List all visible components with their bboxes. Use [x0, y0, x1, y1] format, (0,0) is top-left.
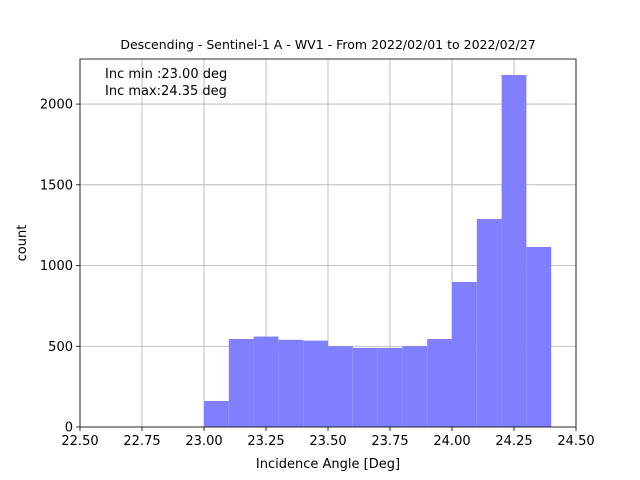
bar: [402, 346, 428, 427]
bar: [253, 336, 279, 427]
y-tick-label: 0: [65, 421, 73, 436]
x-tick-label: 23.50: [309, 434, 346, 449]
bar: [278, 339, 304, 427]
bar: [476, 219, 502, 427]
annotation: Inc min :23.00 deg: [105, 67, 227, 82]
x-tick-label: 24.50: [557, 434, 594, 449]
annotation: Inc max:24.35 deg: [105, 84, 227, 99]
y-tick-label: 2000: [40, 98, 73, 113]
bar: [377, 347, 403, 427]
x-tick-label: 23.75: [371, 434, 408, 449]
x-axis-label: Incidence Angle [Deg]: [256, 457, 400, 472]
x-tick-label: 23.25: [247, 434, 284, 449]
bar: [303, 340, 328, 427]
bars: [204, 74, 552, 427]
bar: [501, 74, 527, 427]
chart-title: Descending - Sentinel-1 A - WV1 - From 2…: [120, 37, 535, 52]
y-tick-label: 1000: [40, 259, 73, 274]
y-tick-label: 1500: [40, 178, 73, 193]
y-tick-label: 500: [48, 340, 73, 355]
y-axis-label: count: [15, 225, 30, 262]
bar: [328, 346, 353, 427]
bar: [204, 401, 229, 427]
bar: [526, 246, 552, 427]
x-tick-label: 24.25: [495, 434, 532, 449]
bar: [427, 338, 452, 427]
bar: [452, 281, 477, 427]
ticks: 22.50 22.75 23.00 23.25 23.50 23.75 24.00 24.25…: [40, 98, 595, 449]
x-tick-label: 23.00: [185, 434, 222, 449]
x-tick-label: 22.75: [123, 434, 160, 449]
bar: [228, 338, 254, 427]
x-tick-label: 22.50: [61, 434, 98, 449]
x-tick-label: 24.00: [433, 434, 470, 449]
bar: [352, 347, 378, 427]
